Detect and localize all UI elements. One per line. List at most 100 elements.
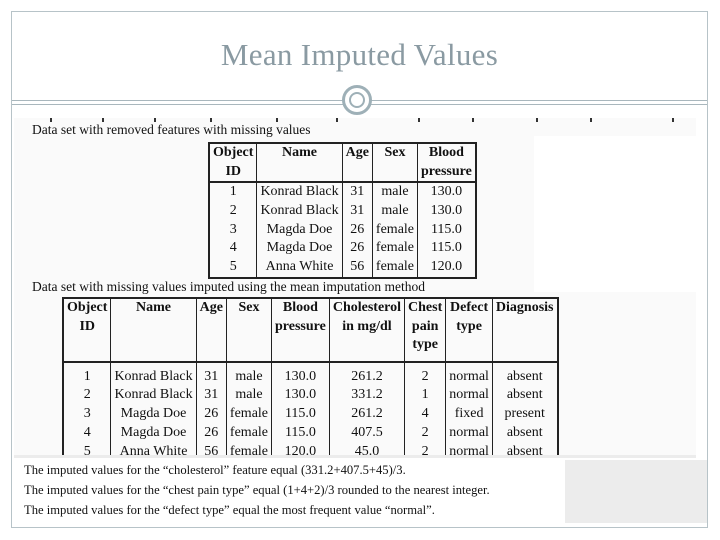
cell-object-id: 3	[229, 221, 237, 237]
cell-age: 31	[341, 201, 373, 221]
cell-chest-pain-type: 2	[404, 361, 446, 387]
header-cholesterol: Cholesterol in mg/dl	[328, 298, 405, 363]
header-age: Age	[195, 298, 227, 363]
cell-object-id: 3	[83, 406, 91, 422]
cell-blood-pressure: 130.0	[417, 182, 476, 202]
header-object-id: Object ID	[63, 298, 111, 363]
scan-tick-mark	[276, 118, 278, 122]
cell-object-id: 5	[229, 259, 237, 275]
cell-object-id: 2	[83, 387, 91, 403]
cell-blood-pressure: 130.0	[417, 201, 476, 221]
cell-defect-type: normal	[445, 386, 493, 406]
figure-bottom-band	[14, 455, 696, 458]
cell-name: Anna White	[110, 442, 197, 455]
cell-object-id: 4	[83, 424, 91, 440]
cell-age: 26	[195, 405, 227, 424]
notes-side-strip	[565, 460, 707, 523]
cell-chest-pain-type: 1	[404, 386, 446, 406]
cell-diagnosis: present	[491, 405, 558, 424]
cell-diagnosis: absent	[491, 423, 558, 443]
cell-name: Konrad Black	[110, 361, 197, 387]
scan-tick-mark	[590, 118, 592, 122]
cell-blood-pressure: 115.0	[417, 239, 476, 259]
section2-caption: Data set with missing values imputed usi…	[32, 279, 425, 294]
cell-sex: female	[371, 239, 418, 259]
header-name: Name	[110, 298, 197, 363]
mean-imputed-table: Object ID Name Age Sex Blood pressure Chol…	[62, 297, 559, 455]
note-defect-type: The imputed values for the “defect type”…	[24, 503, 435, 517]
header-name: Name	[256, 143, 343, 183]
table-row: 4 Magda Doe 26 female 115.0 407.5 2 norm…	[63, 423, 558, 443]
cell-cholesterol: 261.2	[328, 405, 405, 424]
note-cholesterol: The imputed values for the “cholesterol”…	[24, 463, 406, 477]
figure-right-margin	[696, 118, 707, 458]
cell-object-id: 4	[229, 240, 237, 256]
table-row: 5 Anna White 56 female 120.0	[209, 258, 476, 278]
table-row: 3 Magda Doe 26 female 115.0 261.2 4 fixe…	[63, 405, 558, 424]
cell-cholesterol: 331.2	[328, 386, 405, 406]
cell-blood-pressure: 115.0	[271, 405, 330, 424]
scan-tick-mark	[154, 118, 156, 122]
cell-object-id: 5	[83, 443, 91, 455]
cell-blood-pressure: 130.0	[271, 386, 330, 406]
cell-name: Konrad Black	[110, 386, 197, 406]
cell-defect-type: normal	[445, 442, 493, 455]
cell-sex: female	[371, 258, 418, 278]
cell-cholesterol: 45.0	[328, 442, 405, 455]
cell-blood-pressure: 120.0	[271, 442, 330, 455]
cell-name: Magda Doe	[110, 405, 197, 424]
table-row: 2 Konrad Black 31 male 130.0	[209, 201, 476, 221]
header-defect-type: Defect type	[445, 298, 493, 363]
cell-sex: male	[225, 386, 272, 406]
table-row: 3 Magda Doe 26 female 115.0	[209, 220, 476, 240]
cell-object-id: 1	[83, 368, 91, 384]
scan-tick-mark	[210, 118, 212, 122]
cell-age: 26	[195, 423, 227, 443]
header-blood-pressure: Blood pressure	[271, 298, 330, 363]
table-header-row: Object ID Name Age Sex Blood pressure Chol…	[63, 298, 558, 363]
cell-sex: female	[371, 220, 418, 240]
table-row: 5 Anna White 56 female 120.0 45.0 2 norm…	[63, 442, 558, 455]
cell-diagnosis: absent	[491, 442, 558, 455]
cell-sex: female	[225, 405, 272, 424]
cell-name: Magda Doe	[256, 239, 343, 259]
cell-sex: male	[225, 361, 272, 387]
figure-background-left	[14, 136, 208, 292]
header-chest-pain-type: Chest pain type	[404, 298, 446, 363]
cell-sex: female	[225, 423, 272, 443]
header-diagnosis: Diagnosis	[491, 298, 558, 363]
cell-name: Magda Doe	[110, 423, 197, 443]
cell-age: 31	[195, 361, 227, 387]
cell-cholesterol: 261.2	[328, 361, 405, 387]
cell-age: 31	[341, 182, 373, 202]
slide-frame	[11, 11, 708, 528]
cell-name: Konrad Black	[256, 182, 343, 202]
table-row: 1 Konrad Black 31 male 130.0	[209, 182, 476, 202]
title-area: Mean Imputed Values	[12, 12, 707, 100]
cell-age: 26	[341, 220, 373, 240]
cell-age: 31	[195, 386, 227, 406]
table-row: 4 Magda Doe 26 female 115.0	[209, 239, 476, 259]
note-chest-pain-type: The imputed values for the “chest pain t…	[24, 483, 490, 497]
scan-tick-mark	[418, 118, 420, 122]
section1-caption: Data set with removed features with miss…	[32, 122, 311, 137]
cell-cholesterol: 407.5	[328, 423, 405, 443]
cell-blood-pressure: 130.0	[271, 361, 330, 387]
table-row: 1 Konrad Black 31 male 130.0 261.2 2 nor…	[63, 361, 558, 387]
removed-features-table: Object ID Name Age Sex Blood pressure 1 Ko…	[208, 142, 477, 279]
figure-background-right	[534, 136, 696, 292]
cell-name: Konrad Black	[256, 201, 343, 221]
header-sex: Sex	[225, 298, 272, 363]
cell-defect-type: normal	[445, 423, 493, 443]
cell-sex: female	[225, 442, 272, 455]
scan-tick-mark	[102, 118, 104, 122]
cell-name: Magda Doe	[256, 220, 343, 240]
cell-chest-pain-type: 2	[404, 442, 446, 455]
header-blood-pressure: Blood pressure	[417, 143, 476, 183]
cell-blood-pressure: 115.0	[417, 220, 476, 240]
scan-tick-mark	[472, 118, 474, 122]
cell-diagnosis: absent	[491, 361, 558, 387]
header-sex: Sex	[371, 143, 418, 183]
cell-blood-pressure: 120.0	[417, 258, 476, 278]
cell-defect-type: fixed	[445, 405, 493, 424]
